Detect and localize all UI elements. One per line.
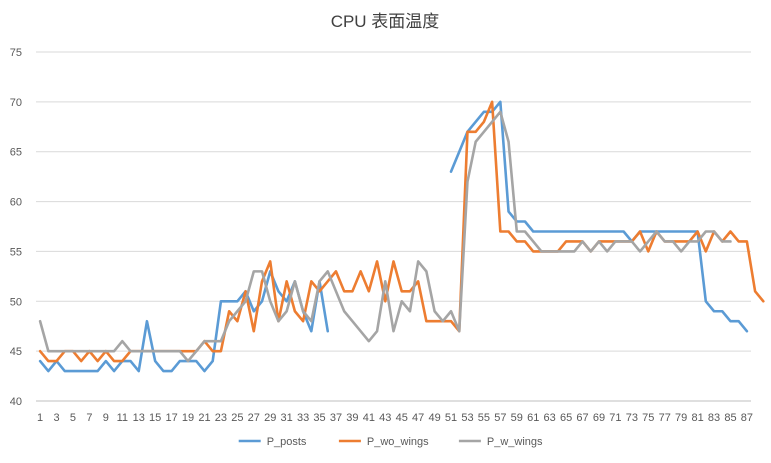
x-tick-label: 81 [691, 412, 703, 424]
x-tick-label: 59 [511, 412, 523, 424]
x-tick-label: 41 [363, 412, 375, 424]
chart-title: CPU 表面温度 [331, 12, 440, 31]
y-tick-label: 60 [10, 197, 22, 209]
x-tick-label: 27 [248, 412, 260, 424]
x-tick-label: 53 [461, 412, 473, 424]
legend-label: P_wo_wings [367, 436, 429, 448]
y-tick-label: 45 [10, 346, 22, 358]
x-tick-label: 1 [37, 412, 43, 424]
legend-item: P_posts [238, 436, 307, 448]
x-tick-label: 39 [346, 412, 358, 424]
x-tick-label: 87 [741, 412, 753, 424]
x-tick-label: 55 [478, 412, 490, 424]
x-tick-label: 83 [708, 412, 720, 424]
x-tick-label: 19 [182, 412, 194, 424]
x-axis-tick-labels: 1 3 5 7 9 11 13 15 17 19 21 23 25 27 29 31 33 35 37 39 41 43 4… [37, 412, 753, 424]
x-tick-label: 85 [724, 412, 736, 424]
x-tick-label: 5 [70, 412, 76, 424]
x-tick-label: 65 [560, 412, 572, 424]
x-tick-label: 77 [659, 412, 671, 424]
x-tick-label: 29 [264, 412, 276, 424]
series-lines [38, 100, 765, 373]
x-tick-label: 49 [428, 412, 440, 424]
legend-item: P_w_wings [458, 436, 543, 448]
x-tick-label: 43 [379, 412, 391, 424]
x-tick-label: 79 [675, 412, 687, 424]
x-tick-label: 13 [133, 412, 145, 424]
x-tick-label: 37 [330, 412, 342, 424]
x-tick-label: 75 [642, 412, 654, 424]
x-tick-label: 21 [198, 412, 210, 424]
y-axis-tick-labels: 40 45 50 55 60 65 70 75 [10, 47, 22, 408]
series-line [38, 110, 732, 363]
x-tick-label: 11 [117, 412, 128, 424]
legend-label: P_w_wings [487, 436, 543, 448]
x-tick-label: 71 [609, 412, 621, 424]
x-tick-label: 33 [297, 412, 309, 424]
x-tick-label: 61 [527, 412, 539, 424]
x-tick-label: 7 [86, 412, 92, 424]
x-tick-label: 57 [494, 412, 506, 424]
y-tick-label: 70 [10, 97, 22, 109]
x-tick-label: 9 [103, 412, 109, 424]
x-tick-label: 25 [231, 412, 243, 424]
x-tick-label: 73 [626, 412, 638, 424]
y-tick-label: 65 [10, 147, 22, 159]
x-tick-label: 63 [544, 412, 556, 424]
x-tick-label: 15 [149, 412, 161, 424]
y-tick-label: 75 [10, 47, 22, 59]
legend-label: P_posts [267, 436, 307, 448]
x-tick-label: 23 [215, 412, 227, 424]
x-tick-label: 45 [396, 412, 408, 424]
x-tick-label: 3 [53, 412, 59, 424]
x-tick-label: 35 [313, 412, 325, 424]
legend-item: P_wo_wings [338, 436, 429, 448]
x-tick-label: 31 [281, 412, 293, 424]
series-line [38, 270, 330, 373]
x-tick-label: 47 [412, 412, 424, 424]
y-tick-label: 50 [10, 296, 22, 308]
x-tick-label: 69 [593, 412, 605, 424]
y-tick-label: 55 [10, 246, 22, 258]
x-tick-label: 17 [165, 412, 177, 424]
y-tick-label: 40 [10, 396, 22, 408]
x-tick-label: 51 [445, 412, 457, 424]
x-tick-label: 67 [576, 412, 588, 424]
series-P_w_wings [38, 110, 732, 363]
legend: P_posts P_wo_wings P_w_wings [238, 436, 543, 448]
